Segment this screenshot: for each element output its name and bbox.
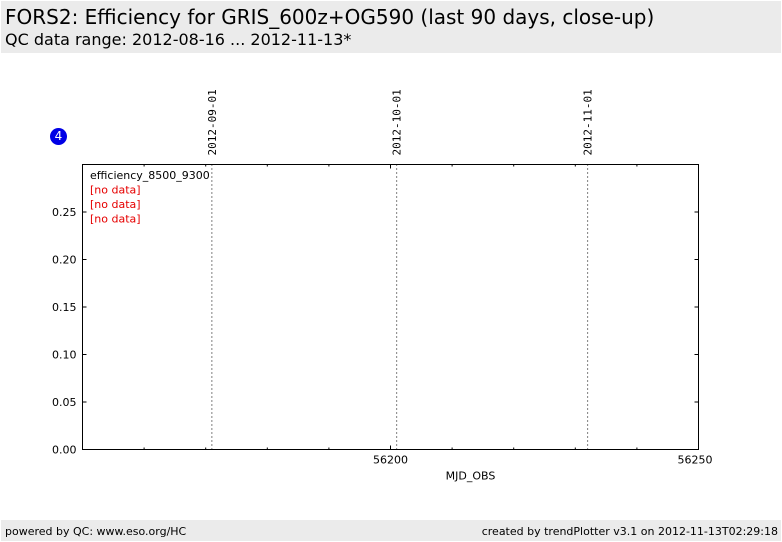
page-title: FORS2: Efficiency for GRIS_600z+OG590 (l… [5,5,655,29]
legend-entry: [no data] [90,198,141,211]
legend-entry: efficiency_8500_9300 [90,169,210,182]
x-tick-label: 56200 [373,454,408,467]
y-tick-label: 0.00 [52,444,77,457]
y-axis-ticks: 0.00 0.05 0.10 0.15 0.20 0.25 [52,206,699,457]
plot-frame [82,164,699,450]
x-tick-label: 56250 [678,454,713,467]
footer-powered-by: powered by QC: www.eso.org/HC [5,525,187,538]
x-axis-label: MJD_OBS [446,470,496,483]
y-tick-label: 0.10 [52,349,77,362]
footer: powered by QC: www.eso.org/HC created by… [1,520,781,541]
date-marker-label: 2012-10-01 [391,89,404,155]
y-tick-label: 0.20 [52,254,77,267]
x-axis-ticks: 56200 56250 [373,164,713,467]
y-tick-label: 0.05 [52,396,77,409]
header: FORS2: Efficiency for GRIS_600z+OG590 (l… [1,1,781,53]
plot-number-badge: 4 [50,128,67,145]
y-tick-label: 0.25 [52,206,77,219]
x-minor-ticks [143,164,638,450]
date-markers: 2012-09-01 2012-10-01 2012-11-01 [206,89,595,450]
date-marker-label: 2012-09-01 [206,89,219,155]
page-subtitle: QC data range: 2012-08-16 ... 2012-11-13… [5,30,352,49]
legend-entry: [no data] [90,184,141,197]
legend-entry: [no data] [90,213,141,226]
y-tick-label: 0.15 [52,301,77,314]
date-marker-label: 2012-11-01 [582,89,595,155]
legend: efficiency_8500_9300[no data][no data][n… [90,169,210,226]
footer-created-by: created by trendPlotter v3.1 on 2012-11-… [481,525,778,538]
